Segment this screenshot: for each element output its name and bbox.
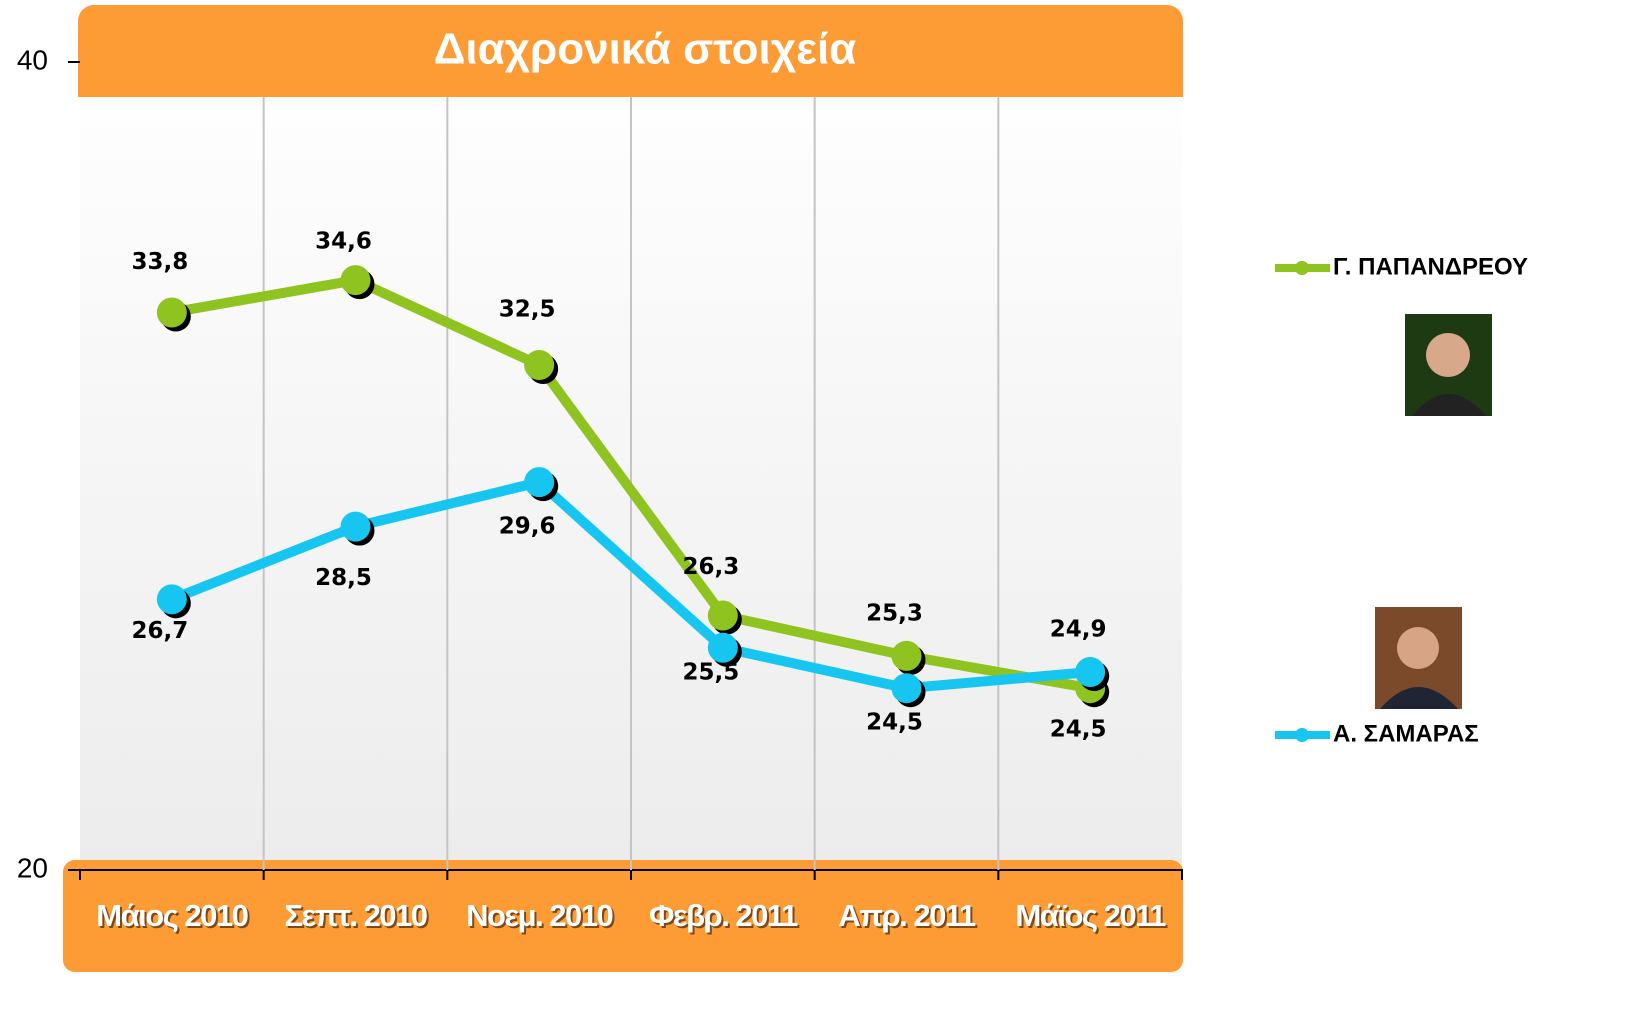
y-tick-label: 20 xyxy=(17,852,48,883)
photo-face xyxy=(1426,333,1470,377)
chart-title: Διαχρονικά στοιχεία xyxy=(434,25,856,74)
legend-label: Α. ΣΑΜΑΡΑΣ xyxy=(1333,720,1479,747)
x-tick-label: Φεβρ. 2011 xyxy=(649,898,798,933)
x-tick-label: Μάιος 2010 xyxy=(96,898,247,933)
data-label: 28,5 xyxy=(315,565,372,591)
marker xyxy=(157,297,187,327)
y-tick-label: 40 xyxy=(17,44,48,75)
marker xyxy=(341,265,371,295)
marker xyxy=(157,584,187,614)
data-label: 26,3 xyxy=(682,554,739,580)
data-label: 26,7 xyxy=(131,618,188,644)
legend-label: Γ. ΠΑΠΑΝΔΡΕΟΥ xyxy=(1333,253,1528,280)
data-label: 33,8 xyxy=(131,249,188,275)
marker xyxy=(524,350,554,380)
data-label: 24,5 xyxy=(866,710,923,736)
data-label: 32,5 xyxy=(499,297,556,323)
marker xyxy=(708,633,738,663)
legend-marker xyxy=(1295,261,1309,275)
data-label: 29,6 xyxy=(499,514,556,540)
marker xyxy=(892,641,922,671)
x-tick-label: Νοεμ. 2010 xyxy=(466,898,612,933)
data-label: 34,6 xyxy=(315,229,372,255)
marker xyxy=(892,673,922,703)
data-label: 24,5 xyxy=(1050,717,1107,743)
data-label: 25,3 xyxy=(866,600,923,626)
data-label: 25,5 xyxy=(682,659,739,685)
chart: Διαχρονικά στοιχεία 2040Μάιος 2010Μάιος … xyxy=(0,0,1633,1014)
marker xyxy=(341,512,371,542)
x-tick-label: Απρ. 2011 xyxy=(838,898,976,933)
photo-face xyxy=(1397,627,1439,669)
marker xyxy=(708,600,738,630)
data-label: 24,9 xyxy=(1050,617,1107,643)
legend-marker xyxy=(1295,728,1309,742)
x-tick-label: Σεπτ. 2010 xyxy=(284,898,426,933)
x-tick-label: Μάϊος 2011 xyxy=(1015,898,1166,933)
marker xyxy=(1075,657,1105,687)
marker xyxy=(524,467,554,497)
